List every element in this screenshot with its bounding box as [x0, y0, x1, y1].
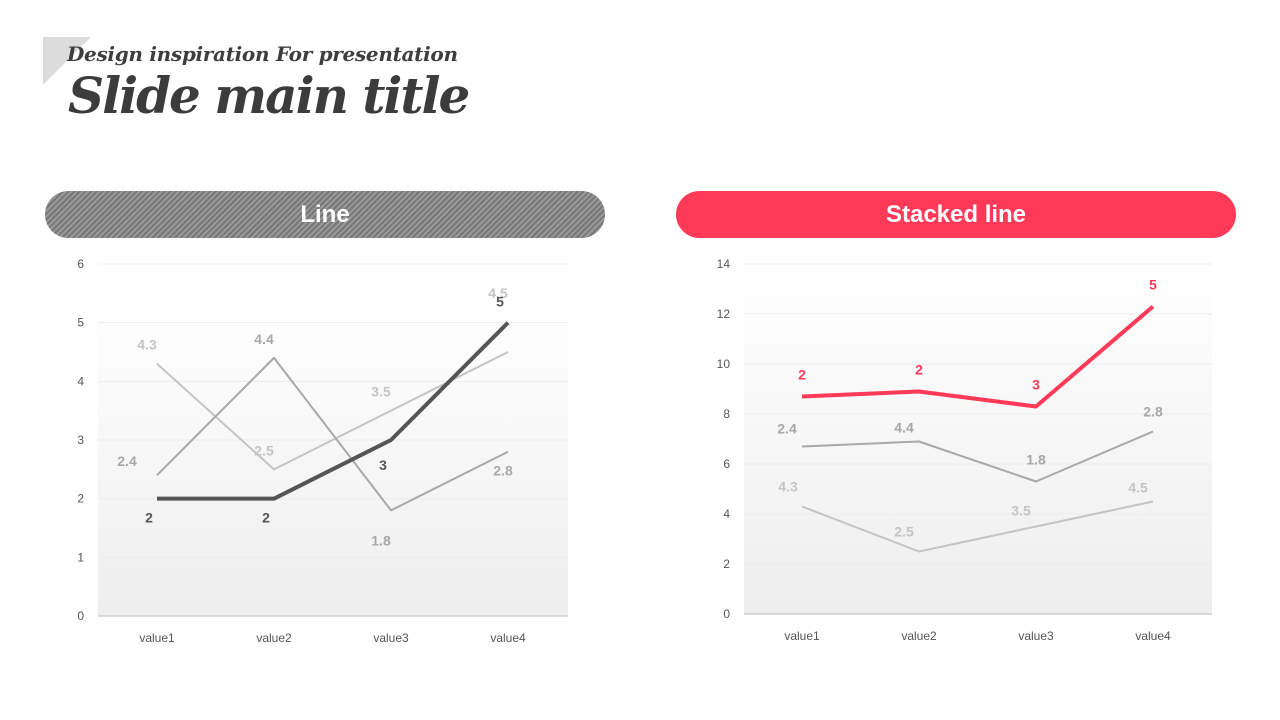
stacked-x-tick-label: value3: [1018, 629, 1054, 643]
stacked-y-tick-label: 0: [723, 607, 730, 621]
line-y-tick-label: 5: [77, 316, 84, 330]
line-plot-area: [98, 302, 568, 616]
line-x-tick-label: value1: [139, 631, 175, 645]
line-data-label: 2: [145, 510, 153, 526]
line-chart-header: Line: [45, 191, 605, 238]
stacked-data-label: 2: [798, 367, 806, 383]
stacked-data-label: 2.5: [894, 524, 914, 540]
stacked-series-2-line: [801, 430, 1154, 483]
stacked-data-label: 2: [915, 362, 923, 378]
line-data-label: 3.5: [371, 384, 391, 400]
line-data-label: 2.4: [117, 453, 137, 469]
line-x-tick-label: value4: [490, 631, 526, 645]
stacked-data-label: 5: [1149, 277, 1157, 293]
stacked-data-label: 3: [1032, 377, 1040, 393]
line-data-label: 1.8: [371, 532, 391, 548]
line-y-tick-label: 1: [77, 550, 84, 564]
line-x-tick-label: value2: [256, 631, 292, 645]
line-y-tick-label: 3: [77, 433, 84, 447]
corner-decoration: [43, 37, 91, 85]
line-data-label: 3: [379, 457, 387, 473]
stacked-data-label: 2.8: [1143, 404, 1163, 420]
stacked-y-tick-label: 8: [723, 407, 730, 421]
line-data-label: 5: [496, 294, 504, 310]
stacked-y-tick-label: 6: [723, 457, 730, 471]
line-y-tick-label: 6: [77, 257, 84, 271]
stacked-x-tick-label: value1: [784, 629, 820, 643]
slide-subtitle: Design inspiration For presentation: [67, 42, 458, 66]
stacked-series-1-line: [801, 500, 1154, 553]
stacked-data-label: 4.3: [778, 479, 798, 495]
stacked-y-tick-label: 12: [717, 307, 731, 321]
stacked-data-label: 4.5: [1128, 480, 1148, 496]
stacked-x-tick-label: value4: [1135, 629, 1171, 643]
stacked-y-tick-label: 10: [717, 357, 731, 371]
stacked-data-label: 1.8: [1026, 452, 1046, 468]
stacked-y-tick-label: 4: [723, 507, 730, 521]
stacked-data-label: 3.5: [1011, 503, 1031, 519]
line-data-label: 4.5: [488, 285, 508, 301]
line-series-3-line: [157, 321, 510, 501]
line-series-2-line: [156, 356, 509, 512]
line-data-label: 2.8: [493, 463, 513, 479]
line-data-label: 2.5: [254, 442, 274, 458]
stacked-series-3-line: [801, 304, 1155, 409]
line-y-tick-label: 4: [77, 374, 84, 388]
line-data-label: 2: [262, 510, 270, 526]
stacked-data-label: 4.4: [894, 420, 914, 436]
line-y-tick-label: 2: [77, 492, 84, 506]
stacked-y-tick-label: 2: [723, 557, 730, 571]
stacked-x-tick-label: value2: [901, 629, 937, 643]
line-data-label: 4.4: [254, 331, 274, 347]
stacked-line-chart-header: Stacked line: [676, 191, 1236, 238]
stacked-data-label: 2.4: [777, 421, 797, 437]
stacked-y-tick-label: 14: [717, 257, 731, 271]
line-data-label: 4.3: [137, 337, 157, 353]
slide-title: Slide main title: [68, 66, 470, 125]
line-y-tick-label: 0: [77, 609, 84, 623]
line-x-tick-label: value3: [373, 631, 409, 645]
